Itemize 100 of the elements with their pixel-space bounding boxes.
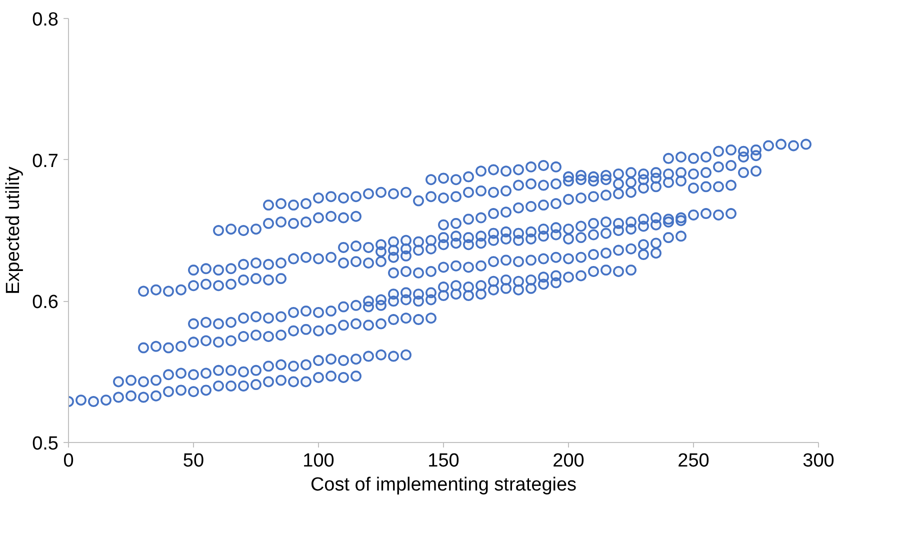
point — [400, 266, 412, 277]
point — [600, 174, 612, 186]
y-tick-label: 0.7 — [32, 150, 59, 172]
point — [200, 384, 212, 396]
point — [150, 390, 162, 402]
point — [738, 167, 749, 178]
point — [638, 239, 649, 250]
x-tick-label: 150 — [428, 450, 460, 472]
point — [350, 300, 362, 311]
point — [213, 318, 224, 330]
point — [376, 294, 386, 306]
point — [413, 195, 424, 206]
point — [163, 386, 174, 398]
point — [376, 349, 386, 360]
point — [300, 252, 312, 263]
point — [600, 228, 612, 239]
point — [313, 325, 324, 336]
point — [613, 266, 624, 277]
point — [100, 394, 112, 406]
point — [700, 181, 712, 192]
point — [526, 282, 536, 294]
point — [563, 253, 574, 264]
point — [188, 264, 199, 276]
point — [500, 233, 512, 244]
point — [600, 264, 612, 276]
point — [138, 286, 149, 297]
point — [488, 234, 499, 246]
point — [700, 152, 712, 163]
point — [363, 296, 374, 307]
point — [226, 263, 236, 274]
point — [750, 150, 762, 162]
point — [626, 264, 636, 276]
point — [488, 208, 499, 220]
point — [676, 215, 686, 226]
point — [188, 336, 199, 348]
point — [276, 359, 286, 370]
point — [538, 230, 549, 242]
point — [263, 258, 274, 270]
point — [588, 176, 599, 187]
point — [713, 161, 724, 172]
point — [500, 185, 512, 196]
point — [338, 258, 349, 269]
point — [576, 192, 586, 204]
point — [588, 218, 599, 229]
point — [550, 161, 562, 172]
point — [776, 138, 786, 150]
point — [276, 374, 286, 386]
point — [200, 278, 212, 290]
point — [413, 314, 424, 326]
point — [513, 180, 524, 191]
point — [450, 280, 462, 292]
point — [300, 376, 312, 388]
point — [326, 354, 336, 365]
point — [588, 249, 599, 260]
point — [338, 192, 349, 204]
point — [388, 188, 399, 200]
point — [250, 330, 262, 341]
point — [600, 190, 612, 201]
point — [163, 342, 174, 354]
point — [588, 229, 599, 240]
point — [138, 392, 149, 403]
point — [550, 178, 562, 190]
point — [500, 254, 512, 266]
point — [513, 284, 524, 296]
point — [538, 160, 549, 171]
point — [726, 208, 736, 220]
point — [576, 220, 586, 232]
point — [463, 282, 474, 293]
point — [413, 288, 424, 300]
point — [288, 306, 299, 318]
point — [176, 284, 186, 296]
point — [350, 191, 362, 202]
point — [150, 374, 162, 386]
point — [176, 340, 186, 352]
point — [413, 236, 424, 248]
point — [488, 186, 499, 198]
point — [713, 209, 724, 220]
point — [426, 243, 436, 254]
point — [263, 218, 274, 229]
point — [650, 172, 662, 184]
point — [276, 273, 286, 284]
point — [600, 248, 612, 259]
point — [538, 180, 549, 191]
point — [526, 178, 536, 190]
point — [200, 368, 212, 379]
point — [350, 210, 362, 222]
point — [650, 238, 662, 249]
point — [388, 267, 399, 278]
point — [576, 174, 586, 186]
point — [288, 200, 299, 211]
point — [250, 311, 262, 322]
point — [188, 280, 199, 292]
point — [638, 174, 649, 186]
point — [450, 191, 462, 202]
point — [750, 166, 762, 177]
point — [388, 288, 399, 300]
point — [226, 316, 236, 328]
point — [476, 238, 486, 249]
point — [350, 240, 362, 252]
point — [463, 262, 474, 273]
